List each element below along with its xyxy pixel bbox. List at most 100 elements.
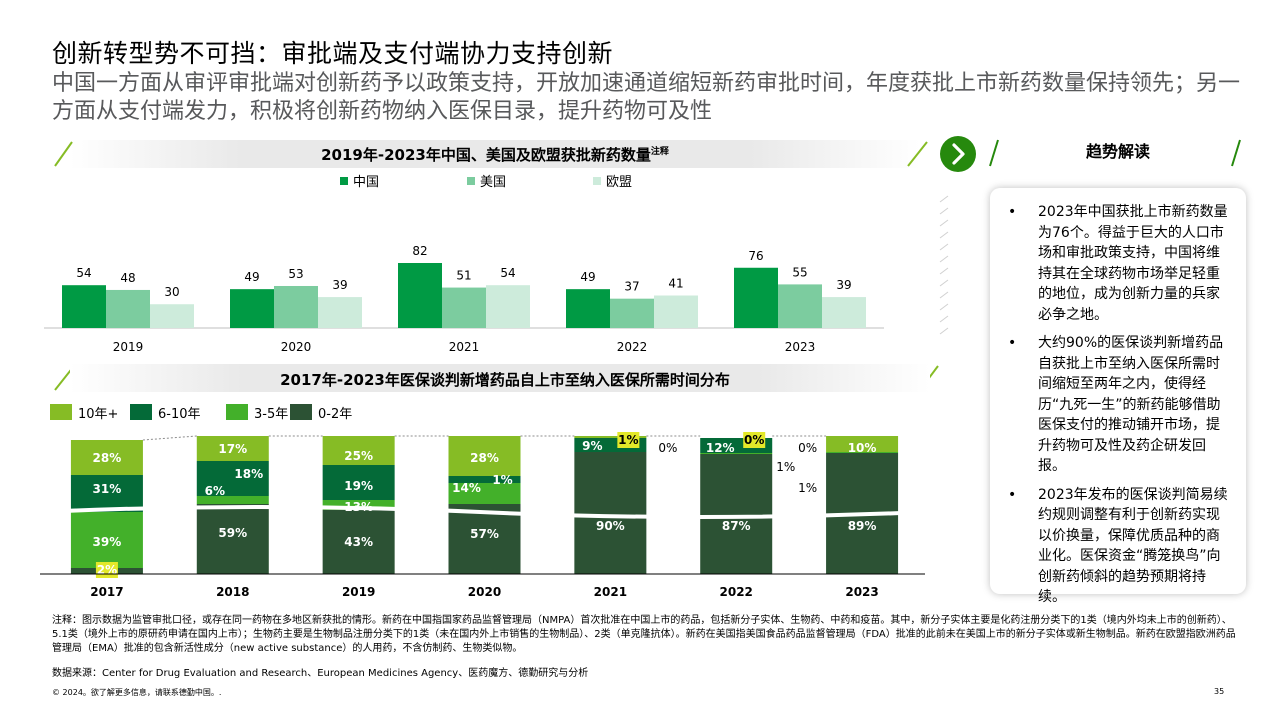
bar-2022-欧盟 bbox=[654, 295, 698, 328]
stack-value-label: 31% bbox=[93, 482, 122, 496]
hatch-decoration bbox=[939, 303, 949, 311]
legend-swatch-4 bbox=[290, 404, 312, 420]
x-tick-label: 2023 bbox=[845, 585, 878, 599]
stack-value-label: 6% bbox=[205, 484, 225, 498]
legend-swatch-2 bbox=[130, 404, 152, 420]
chart1-title-sup: 注释 bbox=[650, 147, 669, 157]
x-tick-label: 2023 bbox=[785, 340, 816, 354]
stack-value-label: 43% bbox=[344, 535, 373, 549]
stack-value-label: 28% bbox=[93, 451, 122, 465]
bar-2023-中国 bbox=[734, 267, 778, 328]
bar-value-label: 39 bbox=[332, 278, 347, 292]
stack-outside-label: 0% bbox=[658, 441, 677, 455]
trend-panel: • 2023年中国获批上市新药数量为76个。得益于巨大的人口市场和审批政策支持，中… bbox=[990, 188, 1246, 605]
stack-outside-label: 1% bbox=[776, 460, 795, 474]
stack-value-label: 18% bbox=[234, 467, 263, 481]
bar-value-label: 49 bbox=[580, 270, 595, 284]
bar-2020-欧盟 bbox=[318, 297, 362, 328]
legend-label-1: 10年+ bbox=[78, 407, 118, 422]
x-tick-label: 2022 bbox=[720, 585, 753, 599]
hatch-decoration bbox=[939, 315, 949, 323]
bar-2023-欧盟 bbox=[822, 297, 866, 328]
chart2-svg: 10年+ 6-10年 3-5年 0-2年 28% 31% 39% 2% 2017 17% 18% 6%… bbox=[40, 404, 925, 599]
stack-value-label: 90% bbox=[596, 519, 625, 533]
bar-value-label: 54 bbox=[500, 266, 515, 280]
bar-value-label: 37 bbox=[624, 280, 639, 294]
stack-2017-10年+ bbox=[70, 440, 143, 475]
page-number: 35 bbox=[1214, 687, 1225, 696]
x-tick-label: 2019 bbox=[113, 340, 144, 354]
stack-value-label: 19% bbox=[344, 479, 373, 493]
stack-2019-3-5年 bbox=[322, 500, 395, 510]
stack-value-label: 0% bbox=[744, 433, 764, 447]
stack-2018-3-5年 bbox=[196, 496, 269, 504]
bar-value-label: 30 bbox=[164, 285, 179, 299]
stack-2019-10年+ bbox=[322, 436, 395, 465]
stack-value-label: 1% bbox=[618, 433, 638, 447]
chart1-svg: 中国 美国 欧盟 54 48 30 2019 49 53 39 2020 82 51 54 2021 49 37… bbox=[44, 175, 949, 354]
x-tick-label: 2022 bbox=[617, 340, 648, 354]
stack-2018-0-2年 bbox=[196, 504, 269, 574]
bar-2019-欧盟 bbox=[150, 304, 194, 328]
stack-2023-10年+ bbox=[826, 436, 899, 452]
hatch-decoration bbox=[939, 243, 949, 251]
bar-2023-美国 bbox=[778, 284, 822, 328]
hatch-decoration bbox=[939, 207, 949, 215]
hatch-decoration bbox=[939, 219, 949, 227]
stack-value-label: 2% bbox=[97, 563, 117, 577]
chart2-title-band bbox=[70, 364, 930, 392]
hatch-decoration bbox=[939, 231, 949, 239]
stack-2021-0-2年 bbox=[574, 452, 647, 574]
bar-2022-美国 bbox=[610, 298, 654, 328]
legend-label-3: 3-5年 bbox=[254, 407, 288, 422]
trend-bullet-text: 大约90%的医保谈判新增药品自获批上市至纳入医保所需时间缩短至两年之内，使得经历… bbox=[1038, 335, 1224, 474]
chart1-title-band bbox=[70, 140, 920, 168]
stack-value-label: 14% bbox=[452, 481, 481, 495]
stack-2018-10年+ bbox=[196, 436, 269, 461]
stack-2019-6-10年 bbox=[322, 465, 395, 500]
page-subtitle: 中国一方面从审评审批端对创新药予以政策支持，开放加速通道缩短新药审批时间，年度获… bbox=[52, 71, 1241, 124]
hatch-decoration bbox=[939, 195, 949, 203]
legend-label-2: 6-10年 bbox=[158, 407, 201, 422]
stack-value-label: 39% bbox=[93, 535, 122, 549]
chart2-title: 2017年-2023年医保谈判新增药品自上市至纳入医保所需时间分布 bbox=[280, 371, 730, 389]
chevron-right-icon bbox=[952, 143, 965, 165]
stack-2023-3-5年 bbox=[826, 452, 899, 453]
stack-2021-10年+ bbox=[574, 436, 647, 438]
stack-2017-3-5年 bbox=[70, 512, 143, 568]
bullet-dot: • bbox=[1008, 335, 1017, 351]
bar-2021-欧盟 bbox=[486, 285, 530, 328]
legend-swatch-1 bbox=[50, 404, 72, 420]
axis-break-band bbox=[40, 505, 925, 519]
x-tick-label: 2019 bbox=[342, 585, 375, 599]
bar-value-label: 41 bbox=[668, 277, 683, 291]
trend-bullet-item: • 大约90%的医保谈判新增药品自获批上市至纳入医保所需时间缩短至两年之内，使得经… bbox=[990, 333, 1232, 477]
bar-value-label: 49 bbox=[244, 270, 259, 284]
stack-value-label: 89% bbox=[848, 519, 877, 533]
legend-label-1: 中国 bbox=[353, 175, 379, 190]
stack-2022-0-2年 bbox=[700, 454, 773, 574]
bar-2022-中国 bbox=[566, 289, 610, 328]
stack-value-label: 17% bbox=[218, 442, 247, 456]
stack-2020-0-2年 bbox=[448, 504, 521, 574]
bar-value-label: 76 bbox=[748, 249, 763, 263]
legend-swatch-3 bbox=[593, 177, 601, 185]
stack-2022-3-5年 bbox=[700, 453, 773, 454]
x-tick-label: 2018 bbox=[216, 585, 249, 599]
bar-2019-中国 bbox=[62, 285, 106, 328]
stack-2017-6-10年 bbox=[70, 475, 143, 512]
bar-value-label: 55 bbox=[792, 265, 807, 279]
next-arrow-button[interactable] bbox=[940, 136, 976, 172]
trend-heading-band: 趋势解读 bbox=[996, 134, 1240, 168]
x-tick-label: 2021 bbox=[449, 340, 480, 354]
x-tick-label: 2017 bbox=[90, 585, 123, 599]
footnote: 注释：图示数据为监管审批口径，或存在同一药物在多地区新获批的情形。新药在中国指国… bbox=[52, 615, 1236, 655]
stack-value-label: 9% bbox=[582, 439, 602, 453]
stack-value-label: 1% bbox=[492, 473, 512, 487]
x-tick-label: 2020 bbox=[281, 340, 312, 354]
trend-bullet-text: 2023年发布的医保谈判简易续约规则调整有利于创新药实现以价换量，保障优质品种的… bbox=[1038, 486, 1228, 606]
stack-2019-0-2年 bbox=[322, 510, 395, 574]
hatch-decoration bbox=[939, 267, 949, 275]
stack-2020-6-10年 bbox=[448, 476, 521, 483]
bar-value-label: 51 bbox=[456, 269, 471, 283]
